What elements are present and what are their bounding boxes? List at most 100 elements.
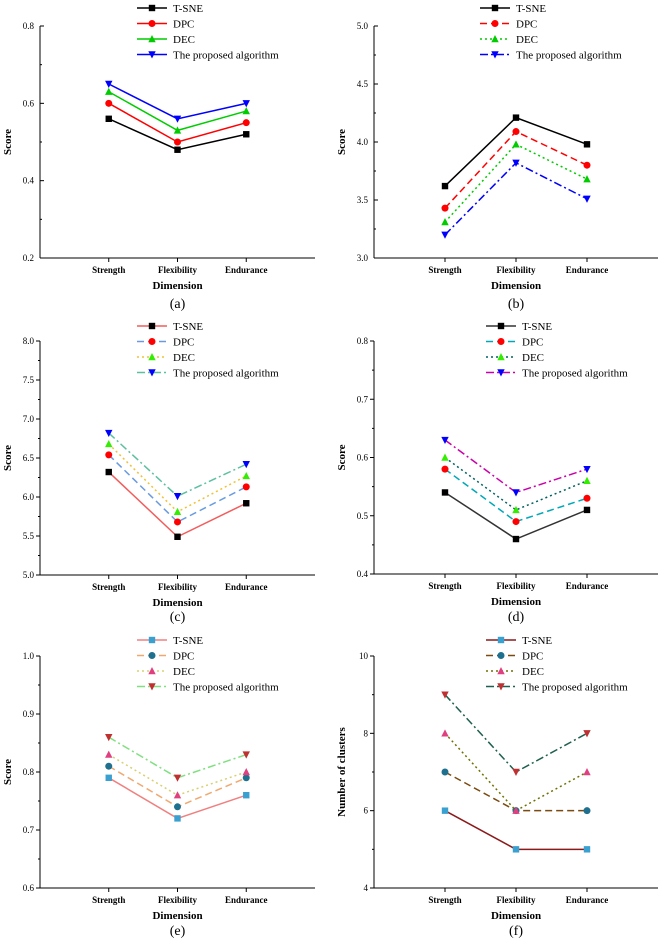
y-tick-label: 3.0 — [357, 253, 369, 263]
y-tick-label: 8.0 — [23, 336, 35, 346]
x-axis-label: Dimension — [152, 280, 202, 292]
y-axis-label: Score — [2, 445, 14, 471]
series-line-dec — [108, 753, 247, 797]
x-tick-label: Strength — [428, 265, 461, 275]
series-line-t-sne — [444, 116, 588, 187]
data-point — [583, 506, 591, 514]
legend-marker — [148, 636, 156, 644]
data-point — [105, 451, 113, 459]
y-tick-label: 5.0 — [23, 570, 35, 580]
legend-marker — [497, 667, 505, 675]
legend-entry: DEC — [522, 666, 544, 678]
data-point — [242, 461, 250, 469]
chart-panel-d: 0.4 0.5 0.6 0.7 0.8 Strength Flexibility Endura… — [336, 321, 658, 625]
legend-marker — [491, 20, 499, 27]
x-tick-label: Flexibility — [158, 582, 197, 592]
y-tick-label: 0.4 — [357, 569, 369, 579]
data-point — [174, 803, 181, 811]
data-point — [242, 107, 250, 115]
data-point — [512, 114, 520, 121]
data-point — [174, 815, 181, 822]
legend-marker — [148, 353, 156, 361]
data-point — [242, 119, 250, 127]
data-point — [105, 80, 113, 88]
panel-label: (e) — [170, 924, 186, 939]
legend-entry: T-SNE — [522, 321, 552, 333]
data-point — [441, 204, 449, 212]
x-axis-label: Dimension — [491, 280, 541, 292]
data-point — [105, 87, 113, 95]
data-point — [242, 774, 250, 782]
data-point — [583, 476, 591, 484]
y-axis-label: Score — [2, 129, 14, 155]
legend-marker — [497, 338, 505, 345]
data-point — [583, 465, 591, 474]
data-point — [583, 161, 591, 169]
legend-entry: The proposed algorithm — [173, 368, 279, 380]
data-point — [441, 807, 449, 814]
y-tick-label: 5.5 — [23, 531, 35, 541]
data-point — [583, 141, 591, 148]
data-point — [512, 140, 520, 148]
data-point — [441, 489, 449, 496]
data-point — [242, 483, 250, 491]
y-tick-label: 6 — [364, 806, 369, 816]
legend: T-SNE DPC DEC The proposed algorithm — [137, 321, 279, 380]
series-line-the-proposed-algorithm — [108, 736, 247, 779]
series-line-t-sne — [108, 471, 247, 538]
series-line-dec — [108, 443, 247, 513]
data-point — [105, 115, 112, 122]
legend-marker — [148, 652, 156, 659]
panel-label: (f) — [509, 924, 523, 939]
x-tick-label: Strength — [92, 895, 125, 905]
y-tick-label: 0.7 — [357, 394, 369, 404]
data-point — [512, 846, 520, 853]
panel-label: (b) — [508, 297, 525, 312]
legend-entry: DPC — [173, 337, 194, 349]
x-tick-label: Strength — [428, 895, 461, 905]
series-line-the-proposed-algorithm — [444, 694, 588, 773]
legend-marker — [148, 369, 156, 377]
series-line-dpc — [108, 454, 247, 523]
data-point — [512, 489, 520, 497]
data-point — [512, 535, 520, 543]
legend-entry: DEC — [173, 34, 195, 46]
y-tick-label: 10 — [359, 651, 369, 661]
legend-entry: The proposed algorithm — [522, 682, 628, 694]
data-point — [441, 691, 449, 699]
legend-entry: T-SNE — [173, 635, 203, 647]
data-point — [173, 791, 182, 799]
x-axis-label: Dimension — [491, 596, 541, 608]
y-axis-label: Score — [2, 759, 14, 785]
x-tick-label: Endurance — [566, 895, 609, 905]
y-tick-label: 8 — [364, 728, 369, 738]
legend-entry: The proposed algorithm — [173, 50, 279, 62]
y-tick-label: 4 — [364, 883, 369, 893]
data-point — [105, 468, 112, 476]
x-axis-label: Dimension — [152, 597, 202, 609]
y-tick-label: 3.5 — [357, 195, 369, 205]
data-point — [583, 768, 591, 776]
chart-panel-c: 5.0 5.5 6.0 6.5 7.0 7.5 8.0 Strength Flexibility… — [2, 321, 315, 625]
legend-marker — [497, 652, 505, 659]
legend-entry: DEC — [173, 352, 195, 364]
data-point — [512, 505, 520, 514]
chart-panel-b: 3.0 3.5 4.0 4.5 5.0 Strength Flexibility Endura… — [336, 3, 658, 312]
legend-marker — [497, 322, 505, 330]
y-axis-label: Score — [336, 129, 348, 155]
legend-entry: DPC — [173, 19, 194, 31]
x-tick-label: Strength — [92, 582, 125, 592]
y-tick-label: 4.5 — [357, 79, 369, 89]
x-tick-label: Flexibility — [497, 265, 536, 275]
series-line-dpc — [108, 765, 247, 808]
legend-entry: DEC — [522, 352, 544, 364]
legend-entry: DPC — [516, 19, 537, 31]
x-tick-label: Flexibility — [158, 265, 197, 275]
x-tick-label: Strength — [428, 581, 461, 591]
data-point — [243, 131, 250, 138]
data-point — [174, 518, 181, 526]
y-tick-label: 6.0 — [23, 492, 35, 502]
data-point — [105, 99, 113, 107]
data-point — [583, 846, 591, 853]
